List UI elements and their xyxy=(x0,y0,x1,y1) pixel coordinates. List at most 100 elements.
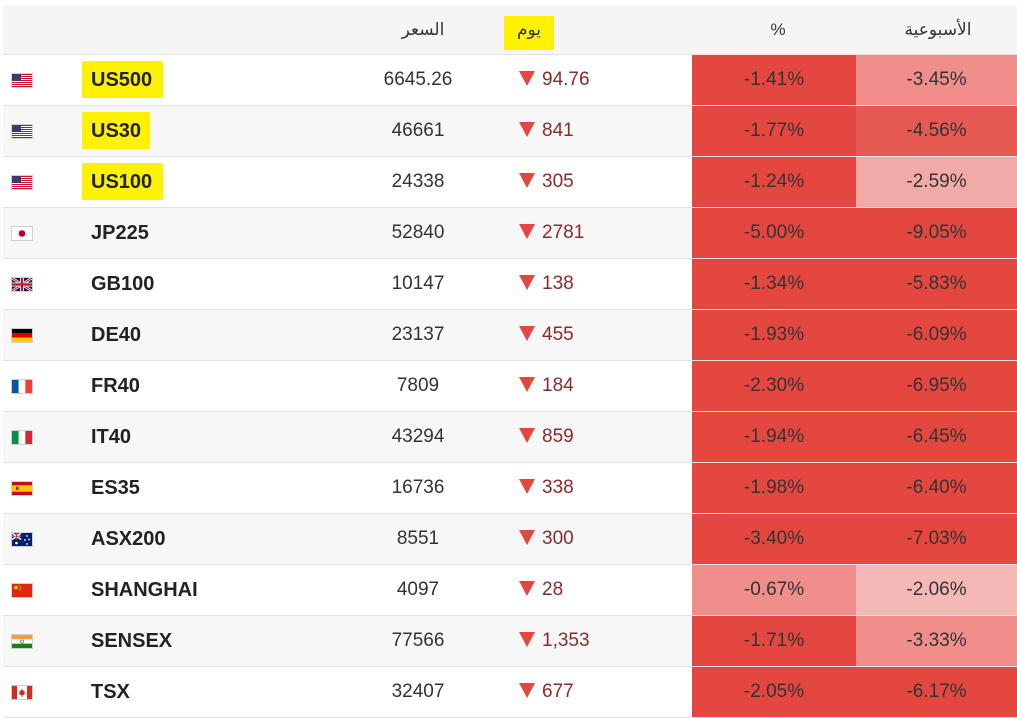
day-change: 94.76 xyxy=(519,55,590,105)
weekly-change: -6.45% xyxy=(856,412,1017,462)
index-name[interactable]: GB100 xyxy=(91,273,155,295)
percent-change: -1.24% xyxy=(692,157,856,207)
day-header-highlight xyxy=(504,16,554,50)
weekly-change: -2.06% xyxy=(856,565,1017,615)
index-price: 10147 xyxy=(391,273,445,294)
down-arrow-icon xyxy=(519,428,535,443)
index-name[interactable]: ASX200 xyxy=(91,528,166,550)
day-change-value: 1,353 xyxy=(542,630,590,651)
price-column-header[interactable]: السعر xyxy=(401,20,445,39)
day-change: 677 xyxy=(519,667,574,717)
weekly-change: -6.40% xyxy=(856,463,1017,513)
index-price: 7809 xyxy=(396,375,440,396)
weekly-change: -7.03% xyxy=(856,514,1017,564)
day-change-value: 2781 xyxy=(542,222,585,243)
de-flag-icon xyxy=(12,329,32,342)
table-row[interactable]: US100 24338 305 -1.24% -2.59% xyxy=(3,157,1017,208)
index-price: 52840 xyxy=(391,222,445,243)
index-name[interactable]: US100 xyxy=(91,171,153,193)
day-change-value: 138 xyxy=(542,273,574,294)
day-change: 338 xyxy=(519,463,574,513)
index-name[interactable]: SHANGHAI xyxy=(91,579,198,601)
table-row[interactable]: IT40 43294 859 -1.94% -6.45% xyxy=(3,412,1017,463)
percent-column-header[interactable]: % xyxy=(770,20,786,39)
es-flag-icon xyxy=(12,482,32,495)
weekly-change: -9.05% xyxy=(856,208,1017,258)
day-column-header[interactable]: يوم xyxy=(516,20,542,39)
day-change-value: 859 xyxy=(542,426,574,447)
weekly-change: -6.95% xyxy=(856,361,1017,411)
index-name[interactable]: US30 xyxy=(91,120,142,142)
index-price: 6645.26 xyxy=(383,69,453,90)
day-change: 28 xyxy=(519,565,563,615)
percent-change: -5.00% xyxy=(692,208,856,258)
day-change: 300 xyxy=(519,514,574,564)
day-change-value: 184 xyxy=(542,375,574,396)
table-row[interactable]: TSX 32407 677 -2.05% -6.17% xyxy=(3,667,1017,718)
percent-change: -1.77% xyxy=(692,106,856,156)
index-name[interactable]: ES35 xyxy=(91,477,140,499)
index-name[interactable]: US500 xyxy=(91,69,153,91)
percent-change: -1.93% xyxy=(692,310,856,360)
day-change: 2781 xyxy=(519,208,584,258)
us-flag-icon xyxy=(12,125,32,138)
percent-change: -0.67% xyxy=(692,565,856,615)
index-name[interactable]: FR40 xyxy=(91,375,140,397)
weekly-change: -3.33% xyxy=(856,616,1017,666)
weekly-change: -5.83% xyxy=(856,259,1017,309)
table-row[interactable]: SENSEX 77566 1,353 -1.71% -3.33% xyxy=(3,616,1017,667)
cn-flag-icon xyxy=(12,584,32,597)
us-flag-icon xyxy=(12,74,32,87)
day-change-value: 455 xyxy=(542,324,574,345)
weekly-change: -6.17% xyxy=(856,667,1017,717)
index-name[interactable]: DE40 xyxy=(91,324,142,346)
weekly-change: -3.45% xyxy=(856,55,1017,105)
table-row[interactable]: JP225 52840 2781 -5.00% -9.05% xyxy=(3,208,1017,259)
percent-change: -1.71% xyxy=(692,616,856,666)
table-row[interactable]: DE40 23137 455 -1.93% -6.09% xyxy=(3,310,1017,361)
au-flag-icon xyxy=(11,532,32,546)
table-row[interactable]: FR40 7809 184 -2.30% -6.95% xyxy=(3,361,1017,412)
day-change-value: 338 xyxy=(542,477,574,498)
name-highlight xyxy=(82,163,163,200)
day-change: 841 xyxy=(519,106,574,156)
down-arrow-icon xyxy=(519,632,535,647)
index-price: 43294 xyxy=(391,426,445,447)
percent-change: -1.94% xyxy=(692,412,856,462)
table-row[interactable]: US30 46661 841 -1.77% -4.56% xyxy=(3,106,1017,157)
percent-change: -3.40% xyxy=(692,514,856,564)
index-name[interactable]: SENSEX xyxy=(91,630,173,652)
percent-change: -2.30% xyxy=(692,361,856,411)
table-row[interactable]: US500 6645.26 94.76 -1.41% -3.45% xyxy=(3,55,1017,106)
index-price: 23137 xyxy=(391,324,445,345)
day-change: 859 xyxy=(519,412,574,462)
index-price: 46661 xyxy=(391,120,445,141)
down-arrow-icon xyxy=(519,122,535,137)
day-change-value: 28 xyxy=(542,579,564,600)
table-row[interactable]: ASX200 8551 300 -3.40% -7.03% xyxy=(3,514,1017,565)
table-row[interactable]: GB100 10147 138 -1.34% -5.83% xyxy=(3,259,1017,310)
index-name[interactable]: TSX xyxy=(91,681,130,703)
percent-change: -1.41% xyxy=(692,55,856,105)
in-flag-icon xyxy=(12,635,32,648)
index-name[interactable]: JP225 xyxy=(91,222,149,244)
down-arrow-icon xyxy=(519,275,535,290)
index-name[interactable]: IT40 xyxy=(91,426,132,448)
weekly-change: -6.09% xyxy=(856,310,1017,360)
ca-flag-icon xyxy=(12,686,32,699)
day-change-value: 305 xyxy=(542,171,574,192)
down-arrow-icon xyxy=(519,581,535,596)
day-change-value: 677 xyxy=(542,681,574,702)
index-price: 32407 xyxy=(391,681,445,702)
day-change: 455 xyxy=(519,310,574,360)
down-arrow-icon xyxy=(519,326,535,341)
index-price: 8551 xyxy=(396,528,440,549)
table-row[interactable]: SHANGHAI 4097 28 -0.67% -2.06% xyxy=(3,565,1017,616)
down-arrow-icon xyxy=(519,224,535,239)
jp-flag-icon xyxy=(12,227,32,240)
weekly-change: -4.56% xyxy=(856,106,1017,156)
weekly-column-header[interactable]: الأسبوعية xyxy=(904,20,972,39)
table-row[interactable]: ES35 16736 338 -1.98% -6.40% xyxy=(3,463,1017,514)
down-arrow-icon xyxy=(519,530,535,545)
